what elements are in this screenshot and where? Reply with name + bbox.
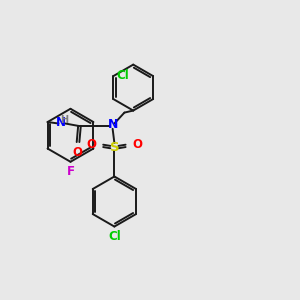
Text: S: S [110,141,119,154]
Text: Cl: Cl [116,69,129,82]
Text: Cl: Cl [108,230,121,243]
Text: O: O [132,138,142,151]
Text: O: O [72,146,82,159]
Text: H: H [61,115,69,125]
Text: O: O [87,138,97,151]
Text: F: F [67,165,74,178]
Text: N: N [56,116,65,128]
Text: N: N [107,118,118,131]
